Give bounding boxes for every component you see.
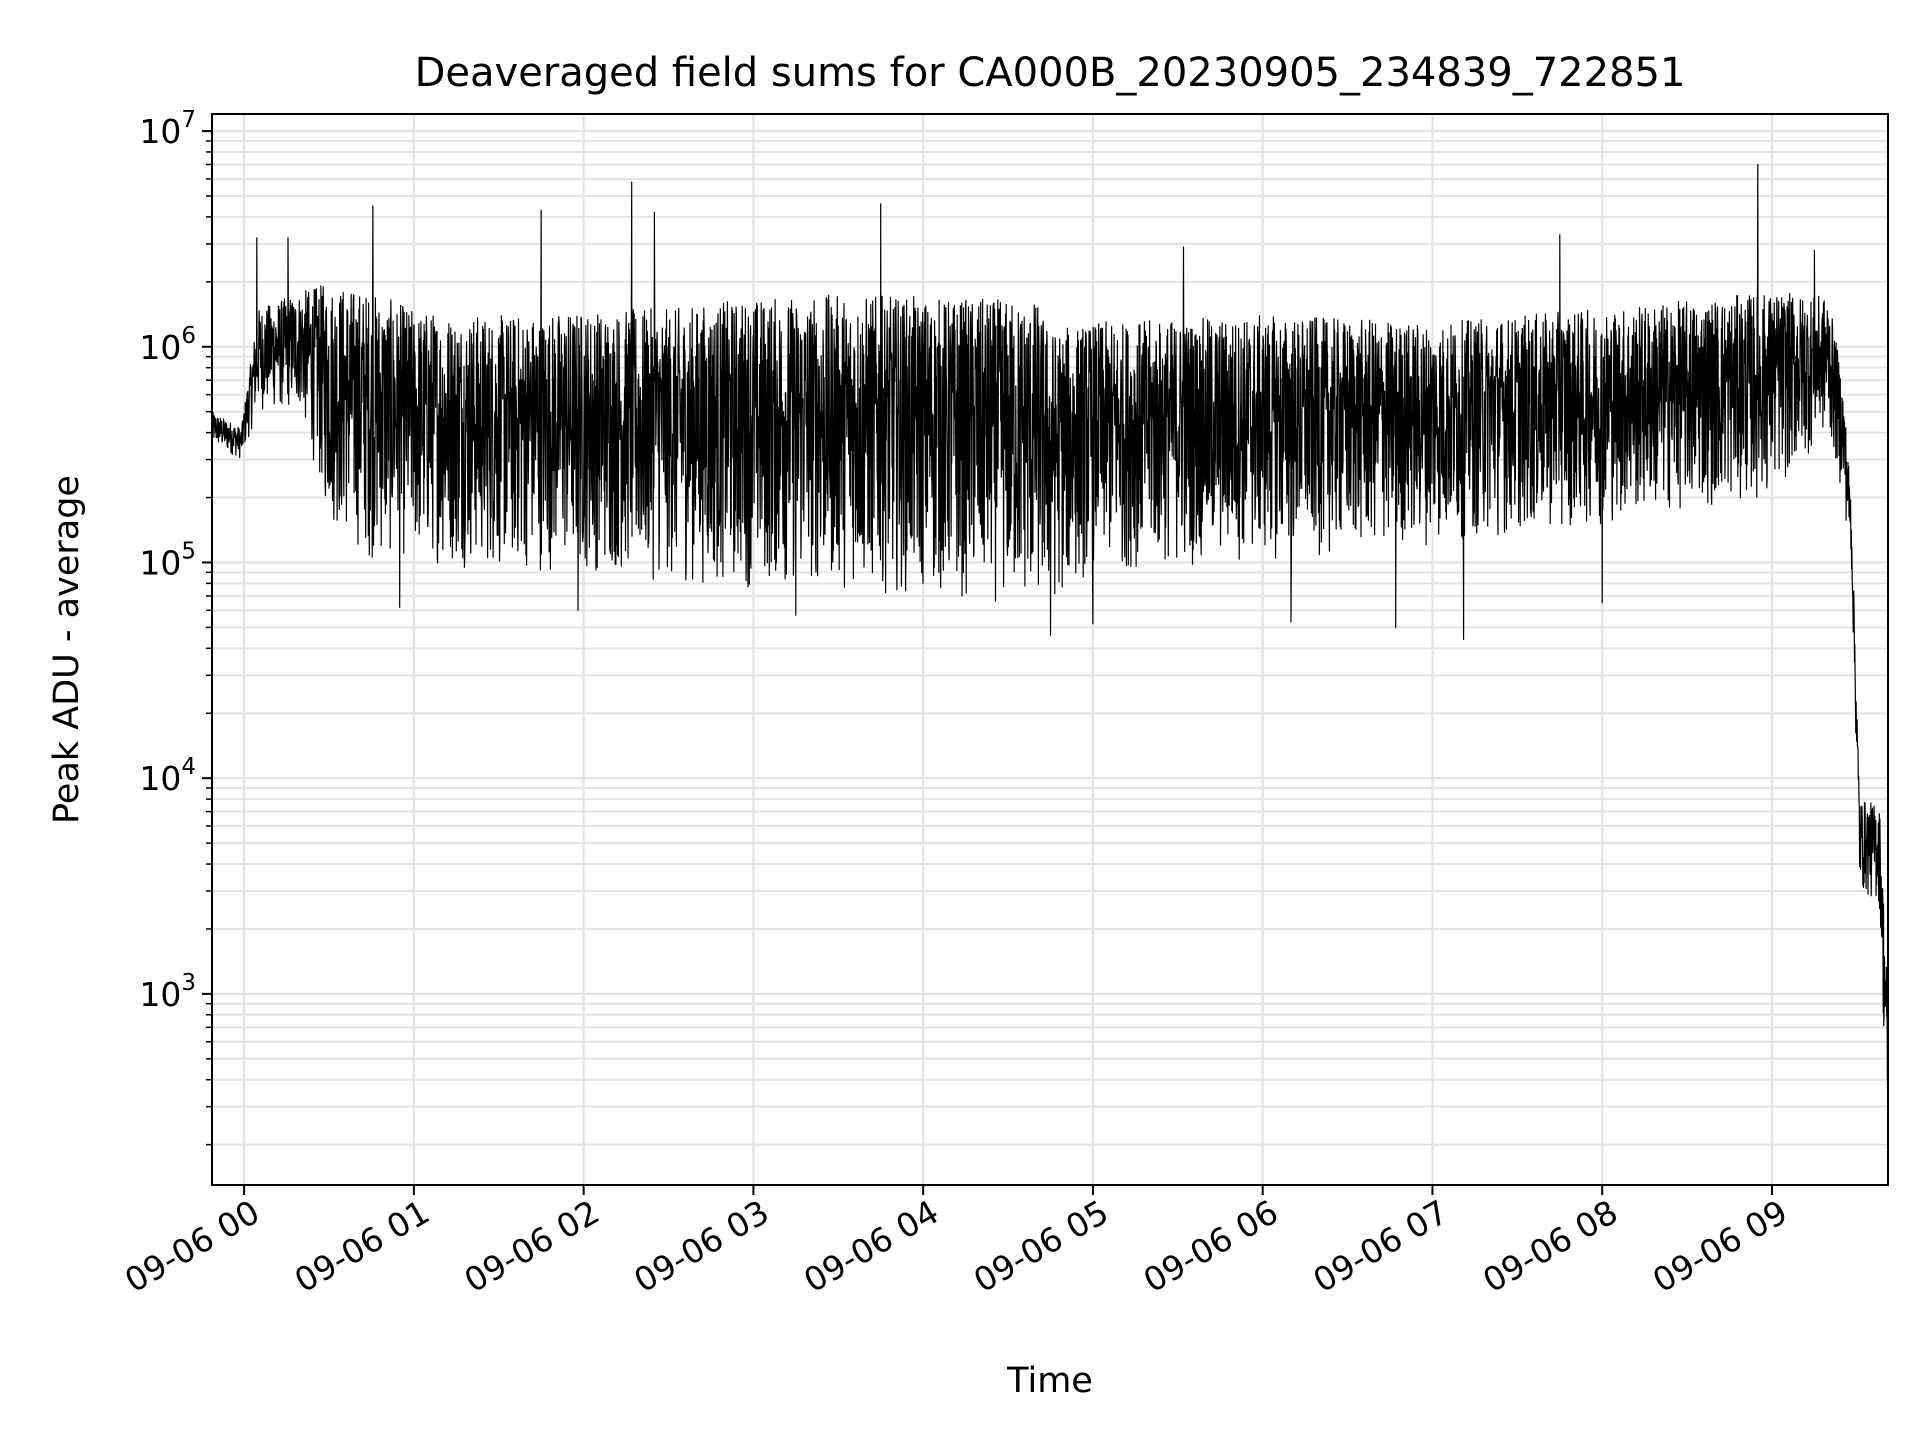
series-line [211,163,1889,1101]
axes-frame [211,113,1889,1186]
y-tick-label-base: 10 [139,543,181,582]
y-tick-label: 104 [139,754,196,798]
y-tick-label: 105 [139,538,196,582]
y-tick-label-base: 10 [139,759,181,798]
y-tick-label-exponent: 7 [181,107,196,133]
chart-title: Deaveraged field sums for CA000B_2023090… [415,50,1686,96]
y-axis-label: Peak ADU - average [47,475,87,824]
y-tick-label-exponent: 3 [181,970,196,996]
y-tick-label-base: 10 [139,975,181,1014]
major-gridlines [212,114,1888,1185]
y-tick-label-base: 10 [139,112,181,151]
y-tick-label: 103 [139,970,196,1014]
series-line-path [211,163,1889,1101]
y-tick-label: 107 [139,107,196,151]
x-axis-label: Time [1006,1361,1093,1401]
y-tick-label-base: 10 [139,328,181,367]
y-tick-label-exponent: 4 [181,754,196,780]
y-tick-label-exponent: 6 [181,323,196,349]
y-tick-label: 106 [139,323,196,367]
y-tick-label-exponent: 5 [181,538,196,564]
